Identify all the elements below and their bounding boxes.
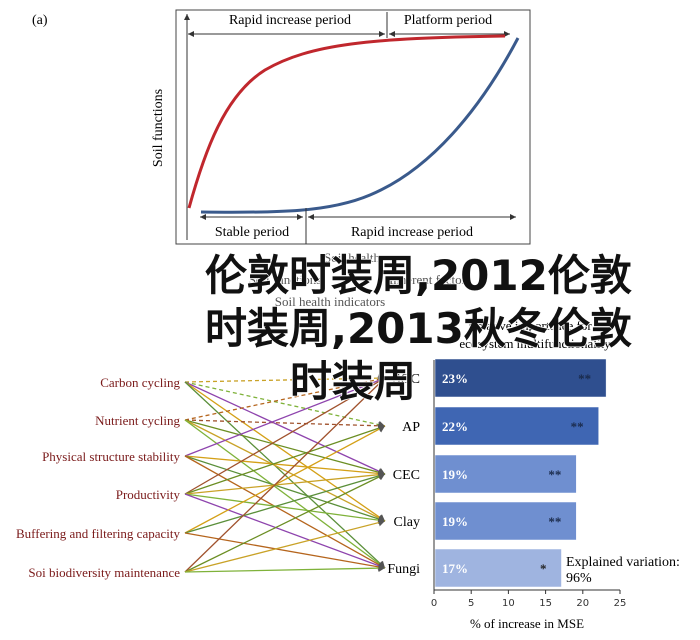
- bar-fungi: [434, 548, 562, 588]
- bar-clay: [434, 501, 577, 541]
- connector-line: [184, 376, 386, 457]
- bar-cec: [434, 454, 577, 494]
- connector-line: [184, 374, 386, 383]
- overlay-text-line-2: 时装周,2013秋冬伦敦: [205, 304, 632, 353]
- bar-chart-xlabel: % of increase in MSE: [470, 616, 584, 631]
- indicator-labels: SOC AP CEC Clay Fungi: [387, 372, 420, 577]
- explained-variation-value: 96%: [566, 571, 592, 586]
- connector-line: [184, 381, 386, 429]
- overlay-text-line-1: 伦敦时装周,2012伦敦: [205, 251, 632, 300]
- connector-line: [184, 424, 386, 495]
- x-tick-label: 15: [539, 598, 552, 609]
- connector-line: [184, 470, 386, 495]
- significance-marker: *: [540, 561, 547, 576]
- bar-value-label: 17%: [442, 561, 468, 576]
- connector-line: [184, 381, 386, 475]
- function-label: Productivity: [116, 487, 181, 502]
- function-label: Buffering and filtering capacity: [16, 526, 181, 541]
- x-tick-label: 10: [502, 598, 515, 609]
- indicator-label: SOC: [393, 372, 420, 387]
- right-header-1: Relative importance for: [468, 318, 592, 333]
- bar-value-label: 22%: [442, 419, 468, 434]
- connector-line: [184, 518, 386, 573]
- connector-line: [184, 472, 386, 534]
- x-tick-label: 5: [468, 598, 474, 609]
- blue-curve: [200, 37, 520, 214]
- bottom-period-label-1: Stable period: [215, 225, 289, 240]
- connector-line: [184, 493, 386, 570]
- significance-marker: **: [578, 371, 591, 386]
- x-tick-label: 25: [614, 598, 627, 609]
- indicator-label: CEC: [393, 468, 420, 483]
- significance-marker: **: [548, 467, 561, 482]
- x-tick-label: 0: [431, 598, 437, 609]
- connector-line: [184, 377, 386, 495]
- top-period-label-1: Rapid increase period: [229, 13, 351, 28]
- explained-variation-label: Explained variation:: [566, 555, 680, 570]
- red-curve: [187, 34, 506, 209]
- connector-line: [184, 455, 386, 478]
- function-label: Carbon cycling: [100, 375, 180, 390]
- connector-line: [184, 375, 386, 421]
- connector-lines: [184, 374, 386, 573]
- bar-value-label: 23%: [442, 371, 468, 386]
- significance-marker: **: [548, 514, 561, 529]
- top-chart-xlabel: Soil health: [324, 250, 380, 265]
- x-tick-label: 20: [576, 598, 589, 609]
- connector-line: [184, 419, 386, 569]
- right-header-2: ecosystem multifunctionality: [459, 336, 611, 351]
- connector-line: [184, 419, 386, 522]
- bar-value-label: 19%: [442, 467, 468, 482]
- bar-ap: [434, 406, 599, 446]
- bottom-period-label-2: Rapid increase period: [351, 225, 473, 240]
- center-subheader: Soil health indicators: [275, 294, 385, 309]
- connector-line: [184, 455, 386, 569]
- connector-line: [184, 473, 386, 573]
- top-chart-ylabel: Soil functions: [151, 89, 166, 167]
- center-header: Inherent factors: [389, 272, 471, 287]
- bar-soc: [434, 358, 607, 398]
- bar-value-label: 19%: [442, 514, 468, 529]
- connector-line: [184, 419, 386, 430]
- top-chart-frame: [175, 9, 531, 245]
- connector-line: [184, 455, 386, 523]
- connector-line: [184, 493, 386, 524]
- connector-line: [184, 377, 386, 573]
- connector-line: [184, 564, 386, 573]
- indicator-label: Fungi: [387, 562, 420, 577]
- connector-line: [184, 381, 386, 522]
- connector-line: [184, 419, 386, 477]
- function-labels: Carbon cycling Nutrient cycling Physical s…: [16, 375, 181, 580]
- function-label: Physical structure stability: [42, 449, 180, 464]
- left-header: Soil functions: [249, 272, 322, 287]
- overlay-text-line-3: 时装周: [290, 357, 416, 406]
- connector-line: [184, 425, 386, 534]
- top-chart: Soil functions Rapid increase period Pla…: [151, 9, 531, 265]
- overlay-watermark: 伦敦时装周,2012伦敦 时装周,2013秋冬伦敦 时装周: [204, 250, 632, 407]
- panel-label: (a): [32, 13, 48, 28]
- importance-bar-chart: 23% ** 22% ** 19% ** 19% ** 17% * 0 5 10 15 20 25 % of…: [431, 358, 627, 631]
- significance-marker: **: [571, 419, 584, 434]
- top-period-label-2: Platform period: [404, 13, 492, 28]
- function-label: Soi biodiversity maintenance: [28, 565, 180, 580]
- indicator-label: Clay: [394, 515, 420, 530]
- function-label: Nutrient cycling: [95, 413, 180, 428]
- indicator-label: AP: [402, 420, 420, 435]
